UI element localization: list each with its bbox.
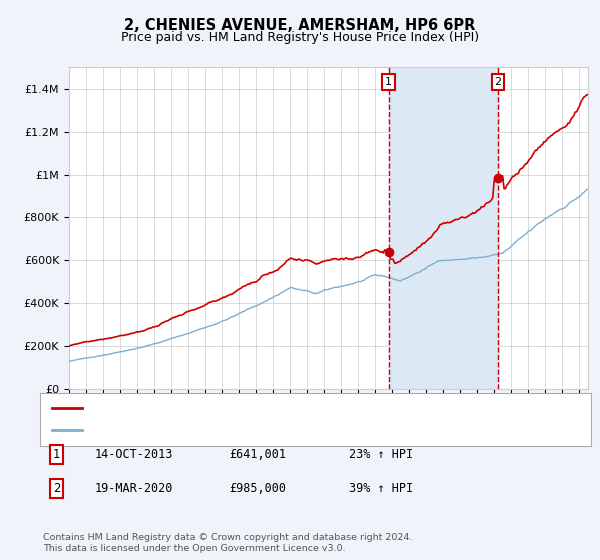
Text: 19-MAR-2020: 19-MAR-2020 — [94, 482, 173, 495]
Text: 2: 2 — [494, 77, 502, 87]
Text: HPI: Average price, detached house, Buckinghamshire: HPI: Average price, detached house, Buck… — [89, 425, 373, 435]
Text: 2, CHENIES AVENUE, AMERSHAM, HP6 6PR: 2, CHENIES AVENUE, AMERSHAM, HP6 6PR — [124, 18, 476, 33]
Text: 14-OCT-2013: 14-OCT-2013 — [94, 448, 173, 461]
Text: 2, CHENIES AVENUE, AMERSHAM, HP6 6PR (detached house): 2, CHENIES AVENUE, AMERSHAM, HP6 6PR (de… — [89, 403, 405, 413]
Text: 1: 1 — [53, 448, 60, 461]
Text: Contains HM Land Registry data © Crown copyright and database right 2024.
This d: Contains HM Land Registry data © Crown c… — [43, 533, 413, 553]
Bar — [389, 67, 498, 389]
Text: 39% ↑ HPI: 39% ↑ HPI — [349, 482, 413, 495]
Text: 1: 1 — [385, 77, 392, 87]
Text: 2: 2 — [53, 482, 60, 495]
Text: 23% ↑ HPI: 23% ↑ HPI — [349, 448, 413, 461]
Text: £641,001: £641,001 — [229, 448, 286, 461]
Text: £985,000: £985,000 — [229, 482, 286, 495]
Text: Price paid vs. HM Land Registry's House Price Index (HPI): Price paid vs. HM Land Registry's House … — [121, 31, 479, 44]
